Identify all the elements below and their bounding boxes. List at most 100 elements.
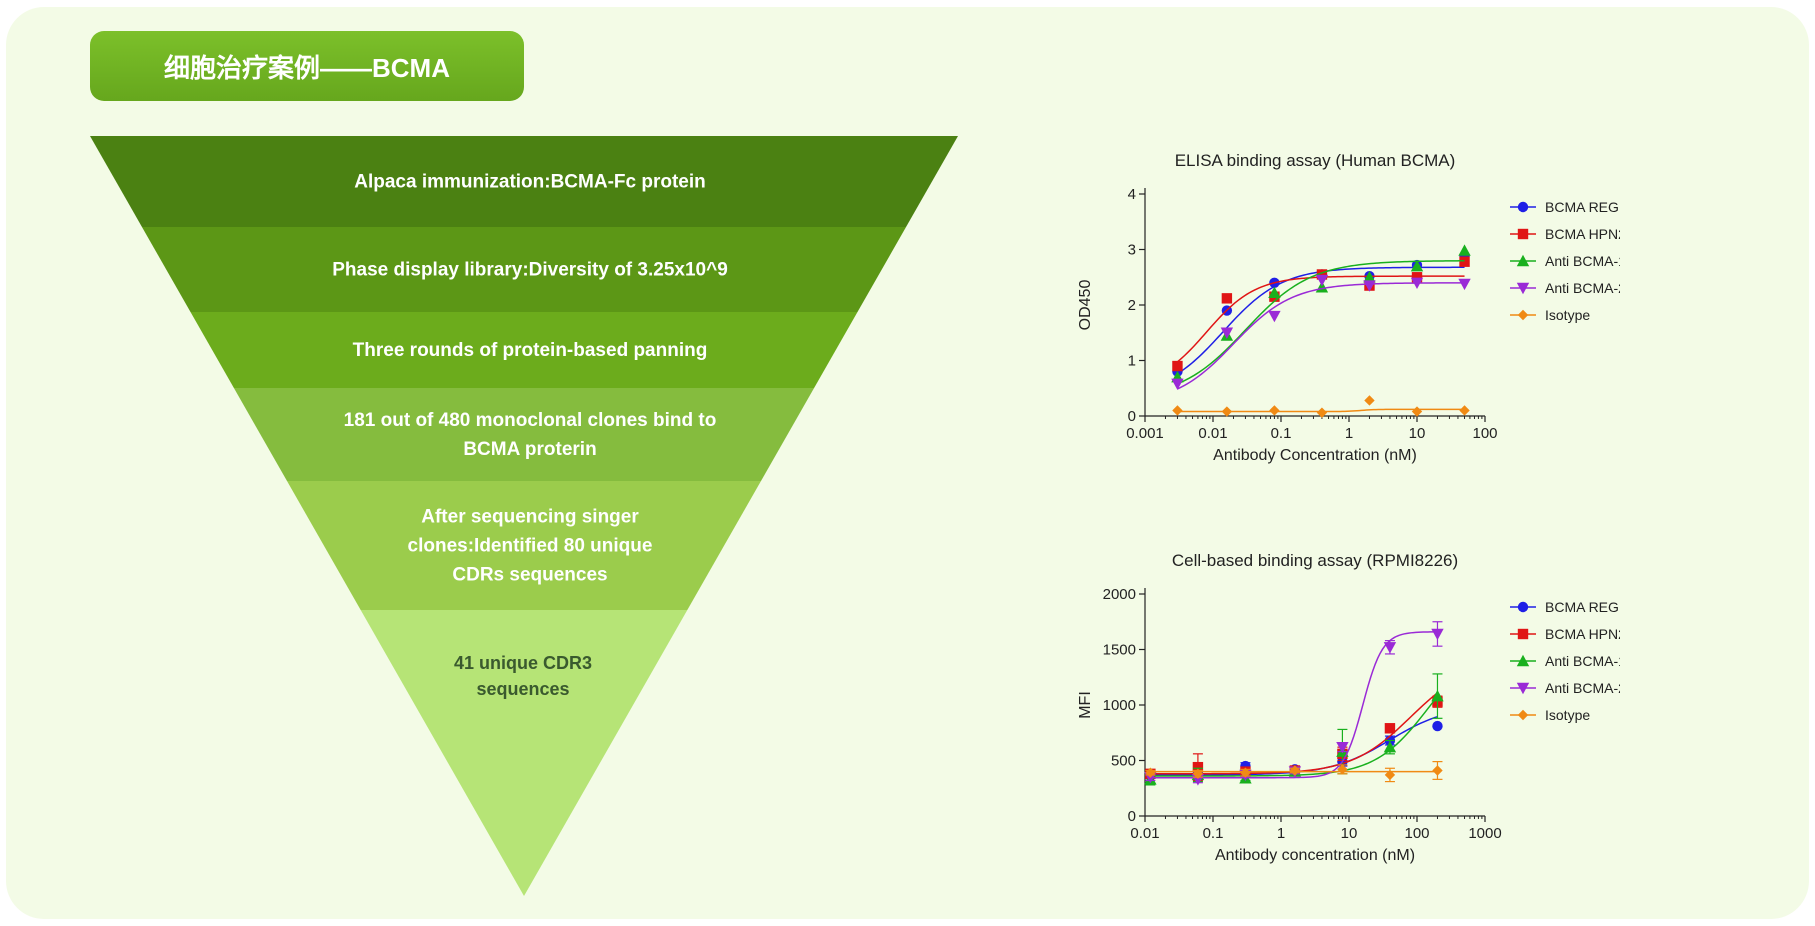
data-point (1268, 310, 1281, 323)
page-title-text: 细胞治疗案例——BCMA (164, 52, 450, 83)
legend-marker (1517, 628, 1529, 640)
y-axis-label: OD450 (1077, 280, 1094, 331)
data-point (1192, 761, 1204, 773)
y-tick-label: 2 (1128, 297, 1136, 314)
data-point (1315, 274, 1329, 287)
funnel-step-6-line-1: 41 unique CDR3 (454, 653, 592, 673)
y-tick-label: 0 (1128, 408, 1136, 425)
legend-label: BCMA HPN217 (1545, 226, 1620, 242)
chart-title: ELISA binding assay (Human BCMA) (1175, 151, 1456, 170)
data-point (1268, 286, 1281, 298)
y-tick-label: 500 (1111, 753, 1136, 770)
legend: BCMA REGN5459 BCMA HPN217 Anti BCMA-1 Anti … (1510, 599, 1620, 723)
data-point (1410, 259, 1424, 272)
cell-binding-chart: Cell-based binding assay (RPMI8226) 0 500 1… (1077, 551, 1620, 864)
funnel-step-4-line-2: BCMA proterin (463, 439, 596, 460)
elisa-chart: ELISA binding assay (Human BCMA) 0 1 2 3 4 0.0… (1077, 151, 1620, 464)
x-tick-label: 100 (1472, 425, 1497, 442)
data-point (1383, 740, 1397, 753)
x-axis-label: Antibody concentration (nM) (1215, 847, 1415, 864)
data-point (1384, 723, 1396, 734)
x-tick-label: 10 (1341, 825, 1358, 842)
data-point (1458, 244, 1471, 256)
x-tick-label: 0.1 (1203, 825, 1224, 842)
funnel-step-5-line-3: CDRs sequences (452, 565, 607, 586)
data-point (1411, 406, 1423, 417)
funnel-step-1 (90, 136, 958, 227)
legend-label: BCMA HPN217 (1545, 626, 1620, 642)
funnel-step-3 (190, 312, 858, 388)
data-point (1221, 406, 1233, 417)
y-tick-label: 4 (1128, 186, 1136, 203)
funnel-step-4-line-1: 181 out of 480 monoclonal clones bind to (344, 410, 717, 431)
legend-marker (1517, 309, 1529, 321)
data-point (1364, 395, 1375, 406)
data-point (1172, 360, 1183, 372)
data-point (1432, 720, 1443, 732)
data-point (1363, 280, 1376, 292)
data-point (1220, 327, 1234, 339)
legend-label: Anti BCMA-2 (1545, 680, 1620, 696)
legend-marker (1517, 228, 1529, 240)
funnel-step-3-line-1: Three rounds of protein-based panning (353, 340, 708, 361)
y-tick-label: 3 (1128, 242, 1136, 259)
funnel-step-2 (141, 227, 907, 312)
legend-label: Anti BCMA-1 (1545, 253, 1620, 269)
x-tick-label: 0.01 (1130, 825, 1159, 842)
y-tick-label: 1000 (1103, 697, 1136, 714)
data-point (1410, 277, 1424, 289)
legend-marker (1517, 601, 1529, 613)
legend-label: Isotype (1545, 307, 1590, 323)
legend-marker (1517, 709, 1529, 721)
funnel-step-4 (233, 388, 815, 481)
funnel-step-5 (287, 481, 761, 610)
legend-label: Anti BCMA-2 (1545, 280, 1620, 296)
funnel-step-1-line-1: Alpaca immunization:BCMA-Fc protein (354, 172, 706, 193)
data-point (1316, 269, 1328, 280)
legend-marker (1516, 282, 1530, 295)
legend-marker (1516, 682, 1530, 695)
data-point (1337, 764, 1348, 775)
legend-marker (1517, 201, 1529, 213)
series-4 (1171, 274, 1471, 391)
legend: BCMA REGN5459 BCMA HPN217 Anti BCMA-1 Anti … (1510, 199, 1620, 323)
data-point (1383, 642, 1397, 654)
data-point (1289, 765, 1301, 776)
x-tick-label: 1 (1345, 425, 1353, 442)
data-point (1411, 272, 1423, 283)
legend-marker (1516, 254, 1530, 267)
data-point (1221, 293, 1233, 304)
y-tick-label: 0 (1128, 808, 1136, 825)
data-point (1459, 256, 1470, 267)
data-point (1363, 271, 1376, 283)
series-4 (1144, 621, 1444, 786)
series-5 (1145, 761, 1443, 783)
series-5 (1172, 395, 1470, 418)
data-point (1458, 278, 1471, 291)
data-point (1431, 628, 1444, 641)
legend-label: BCMA REGN5459 (1545, 599, 1620, 615)
x-tick-label: 1 (1277, 825, 1285, 842)
y-axis-label: MFI (1077, 691, 1094, 719)
data-point (1336, 741, 1349, 754)
data-point (1431, 689, 1444, 702)
x-tick-label: 0.001 (1126, 425, 1164, 442)
funnel-step-2-line-1: Phase display library:Diversity of 3.25x… (332, 260, 728, 281)
data-point (1459, 405, 1470, 416)
y-tick-label: 1 (1128, 353, 1136, 370)
funnel-step-6 (360, 610, 688, 896)
data-point (1316, 407, 1328, 418)
series-3 (1171, 244, 1471, 385)
y-tick-label: 1500 (1103, 642, 1136, 659)
x-tick-label: 0.1 (1271, 425, 1292, 442)
fit-curve-4 (1177, 282, 1465, 390)
data-point (1269, 405, 1280, 416)
x-axis-label: Antibody Concentration (nM) (1213, 447, 1417, 464)
x-tick-label: 100 (1404, 825, 1429, 842)
x-tick-label: 10 (1409, 425, 1426, 442)
data-point (1171, 378, 1184, 391)
data-point (1432, 765, 1443, 776)
page-title: 细胞治疗案例——BCMA (90, 31, 524, 101)
